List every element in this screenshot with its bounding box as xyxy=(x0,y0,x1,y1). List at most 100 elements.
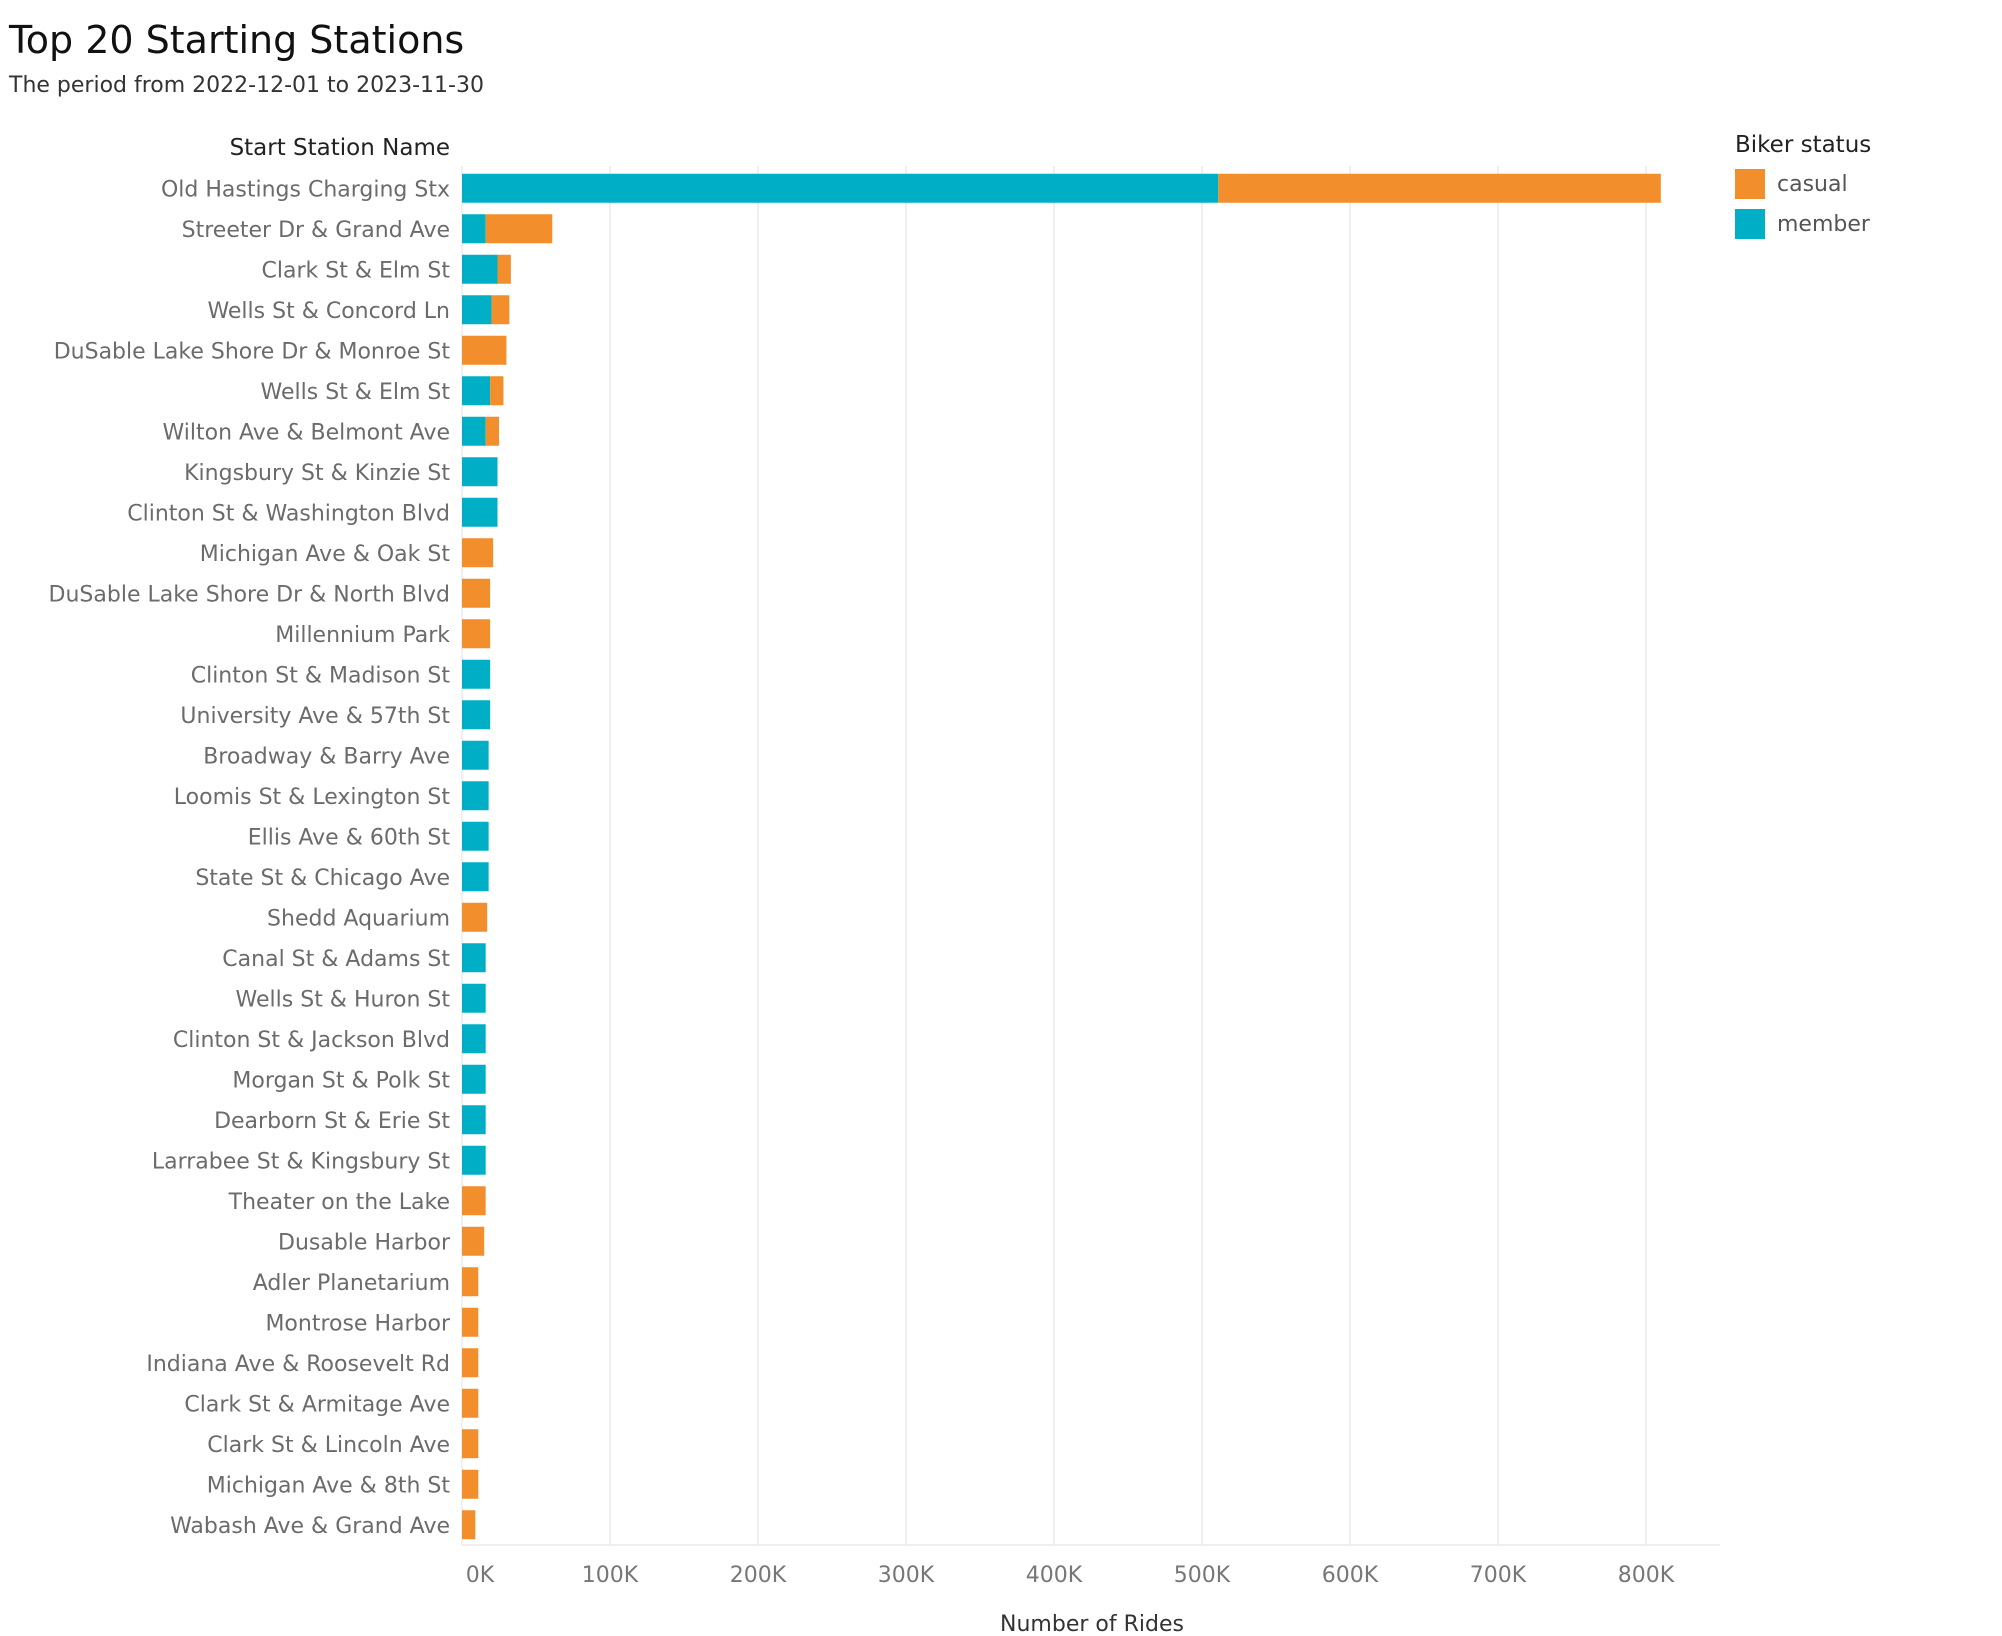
row-label: Wells St & Huron St xyxy=(236,987,451,1012)
bar-casual[interactable] xyxy=(462,619,491,649)
grid-lines xyxy=(461,166,1647,1545)
x-tick-label: 100K xyxy=(582,1563,639,1588)
row-label: Wells St & Elm St xyxy=(261,380,451,405)
bar-member[interactable] xyxy=(462,983,486,1013)
bar-casual[interactable] xyxy=(462,1267,479,1297)
row-label: Wabash Ave & Grand Ave xyxy=(170,1514,450,1539)
bar-member[interactable] xyxy=(462,1024,486,1054)
x-tick-label: 700K xyxy=(1470,1563,1527,1588)
bar-casual[interactable] xyxy=(462,1348,479,1378)
bar-casual[interactable] xyxy=(462,1469,479,1499)
bar-casual[interactable] xyxy=(462,1307,479,1337)
row-label: Clinton St & Madison St xyxy=(191,663,451,688)
row-label: Clinton St & Jackson Blvd xyxy=(173,1028,450,1053)
bar-member[interactable] xyxy=(462,659,491,689)
row-label: DuSable Lake Shore Dr & North Blvd xyxy=(49,582,450,607)
bar-member[interactable] xyxy=(462,862,489,892)
bar-member[interactable] xyxy=(462,1105,486,1135)
row-label: Adler Planetarium xyxy=(253,1271,450,1296)
x-tick-label: 500K xyxy=(1174,1563,1231,1588)
row-label: Indiana Ave & Roosevelt Rd xyxy=(146,1352,450,1377)
bar-casual[interactable] xyxy=(462,902,488,932)
legend-title: Biker status xyxy=(1735,132,1872,158)
row-label: Clinton St & Washington Blvd xyxy=(127,501,450,526)
row-label: Wells St & Concord Ln xyxy=(207,299,450,324)
bar-member[interactable] xyxy=(462,416,486,446)
bar-casual[interactable] xyxy=(497,254,511,284)
bar-member[interactable] xyxy=(462,497,498,527)
row-label: Old Hastings Charging Stx xyxy=(161,177,450,202)
legend-item-member[interactable]: member xyxy=(1735,204,1871,244)
chart-title: Top 20 Starting Stations xyxy=(9,18,465,62)
bar-casual[interactable] xyxy=(462,1388,479,1418)
legend-item-casual[interactable]: casual xyxy=(1735,164,1871,204)
x-tick-label: 800K xyxy=(1618,1563,1675,1588)
bar-casual[interactable] xyxy=(485,214,553,244)
row-label: State St & Chicago Ave xyxy=(195,866,450,891)
bar-casual[interactable] xyxy=(490,376,504,406)
row-labels: Old Hastings Charging Stx Streeter Dr & G… xyxy=(49,177,451,1539)
row-label: Millennium Park xyxy=(275,623,450,648)
legend-swatch-casual xyxy=(1735,169,1765,199)
bar-member[interactable] xyxy=(462,173,1219,203)
bar-casual[interactable] xyxy=(462,1510,476,1540)
row-label: Morgan St & Polk St xyxy=(232,1068,450,1093)
bar-casual[interactable] xyxy=(462,1186,486,1216)
legend-label-member: member xyxy=(1777,211,1870,237)
row-label: Larrabee St & Kingsbury St xyxy=(152,1149,451,1174)
bar-member[interactable] xyxy=(462,821,489,851)
row-label: Canal St & Adams St xyxy=(222,947,450,972)
x-tick-label: 300K xyxy=(878,1563,935,1588)
bar-member[interactable] xyxy=(462,295,492,325)
bar-member[interactable] xyxy=(462,1145,486,1175)
row-label: Wilton Ave & Belmont Ave xyxy=(163,420,450,445)
bar-member[interactable] xyxy=(462,781,489,811)
row-label: Dusable Harbor xyxy=(278,1230,451,1255)
bar-member[interactable] xyxy=(462,457,498,487)
bar-casual[interactable] xyxy=(462,1429,479,1459)
row-label: Loomis St & Lexington St xyxy=(174,785,451,810)
x-tick-label: 400K xyxy=(1026,1563,1083,1588)
x-tick-label: 0K xyxy=(466,1563,495,1588)
row-label: Dearborn St & Erie St xyxy=(214,1109,450,1134)
row-label: Ellis Ave & 60th St xyxy=(248,825,451,850)
bar-casual[interactable] xyxy=(485,416,499,446)
bar-casual[interactable] xyxy=(462,1226,485,1256)
bar-member[interactable] xyxy=(462,214,486,244)
bar-casual[interactable] xyxy=(462,578,491,608)
x-tick-label: 600K xyxy=(1322,1563,1379,1588)
row-label: DuSable Lake Shore Dr & Monroe St xyxy=(54,339,451,364)
bar-member[interactable] xyxy=(462,376,491,406)
bar-member[interactable] xyxy=(462,700,491,730)
row-label: Michigan Ave & 8th St xyxy=(207,1473,451,1498)
chart-subtitle: The period from 2022-12-01 to 2023-11-30 xyxy=(9,73,484,98)
bar-casual[interactable] xyxy=(462,335,507,365)
row-label: Theater on the Lake xyxy=(228,1190,450,1215)
row-label: Broadway & Barry Ave xyxy=(203,744,450,769)
row-label: Clark St & Armitage Ave xyxy=(184,1392,450,1417)
bar-member[interactable] xyxy=(462,740,489,770)
legend: Biker status casual member xyxy=(1735,132,1871,244)
row-label: Michigan Ave & Oak St xyxy=(200,542,451,567)
legend-swatch-member xyxy=(1735,209,1765,239)
x-axis-title: Number of Rides xyxy=(1000,1612,1184,1636)
bar-casual[interactable] xyxy=(462,538,494,568)
legend-label-casual: casual xyxy=(1777,171,1848,197)
row-header: Start Station Name xyxy=(230,135,450,161)
row-label: University Ave & 57th St xyxy=(180,704,450,729)
row-label: Clark St & Elm St xyxy=(262,258,451,283)
row-label: Shedd Aquarium xyxy=(267,906,450,931)
row-label: Streeter Dr & Grand Ave xyxy=(182,218,450,243)
bar-member[interactable] xyxy=(462,254,498,284)
bars xyxy=(462,173,1661,1540)
x-axis-ticks: 0K 100K 200K 300K 400K 500K 600K 700K 800K xyxy=(466,1563,1675,1588)
row-label: Clark St & Lincoln Ave xyxy=(207,1433,450,1458)
bar-member[interactable] xyxy=(462,943,486,973)
row-label: Kingsbury St & Kinzie St xyxy=(184,461,450,486)
bar-casual[interactable] xyxy=(1218,173,1661,203)
x-tick-label: 200K xyxy=(730,1563,787,1588)
row-label: Montrose Harbor xyxy=(265,1311,451,1336)
bar-member[interactable] xyxy=(462,1064,486,1094)
bar-casual[interactable] xyxy=(491,295,510,325)
